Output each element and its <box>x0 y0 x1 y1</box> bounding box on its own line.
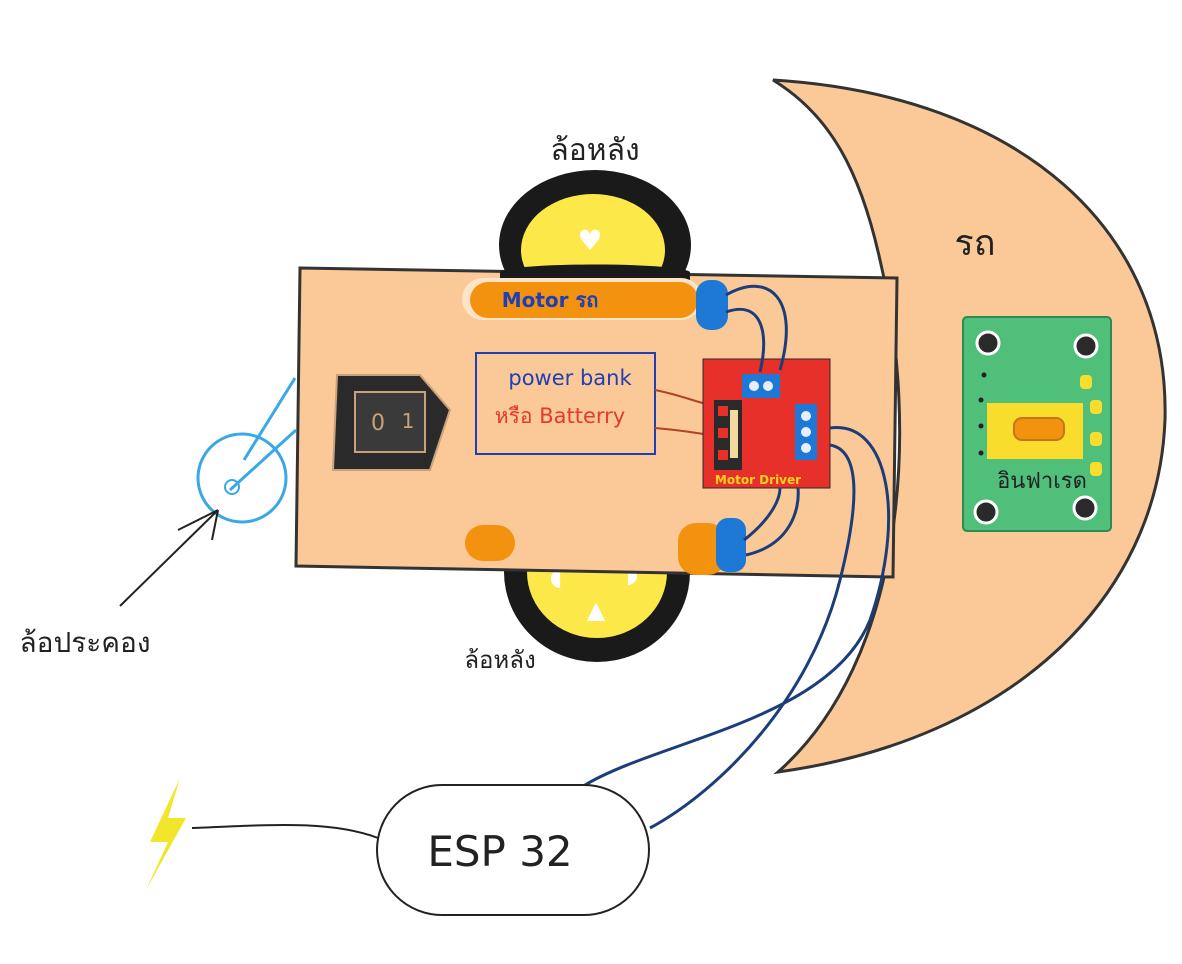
label-rear-wheel-top: ล้อหลัง <box>550 133 639 168</box>
motor-driver-board <box>702 358 831 489</box>
svg-text:▲: ▲ <box>587 596 606 624</box>
driver-to-esp32-wire <box>649 443 856 830</box>
svg-text:♥: ♥ <box>577 224 602 257</box>
label-car: รถ <box>954 223 995 264</box>
caster-wheel <box>196 377 298 524</box>
svg-text:1: 1 <box>402 409 415 433</box>
motor-top <box>462 278 728 330</box>
power-input-wire <box>191 824 379 839</box>
motor-wire-top <box>725 284 788 371</box>
power-switch-icon: 0 1 <box>331 374 452 471</box>
motor-wire-bottom <box>745 487 800 557</box>
label-caster-wheel: ล้อประคอง <box>19 626 150 659</box>
lightning-bolt-icon <box>146 778 186 890</box>
esp32-board <box>376 784 650 916</box>
label-rear-wheel-bottom: ล้อหลัง <box>464 646 535 674</box>
svg-text:0: 0 <box>371 411 385 436</box>
label-motor: Motor รถ <box>502 288 599 312</box>
motor-wire-top <box>725 307 766 373</box>
driver-to-esp32-wire <box>584 426 891 787</box>
label-or-battery: หรือ Batterry <box>495 404 625 428</box>
label-power-bank: power bank <box>508 366 632 390</box>
infrared-sensor-board <box>962 316 1112 532</box>
label-motor-driver: Motor Driver <box>715 473 801 487</box>
chassis-board <box>294 266 899 579</box>
motor-bottom <box>465 518 746 575</box>
rear-wheel-top-overlap <box>500 264 690 280</box>
motor-wire-bottom <box>743 487 782 542</box>
label-infrared: อินฟาเรด <box>997 469 1087 494</box>
power-bank-box <box>475 352 656 455</box>
caster-arrow <box>119 509 219 607</box>
label-esp32: ESP 32 <box>427 827 572 876</box>
